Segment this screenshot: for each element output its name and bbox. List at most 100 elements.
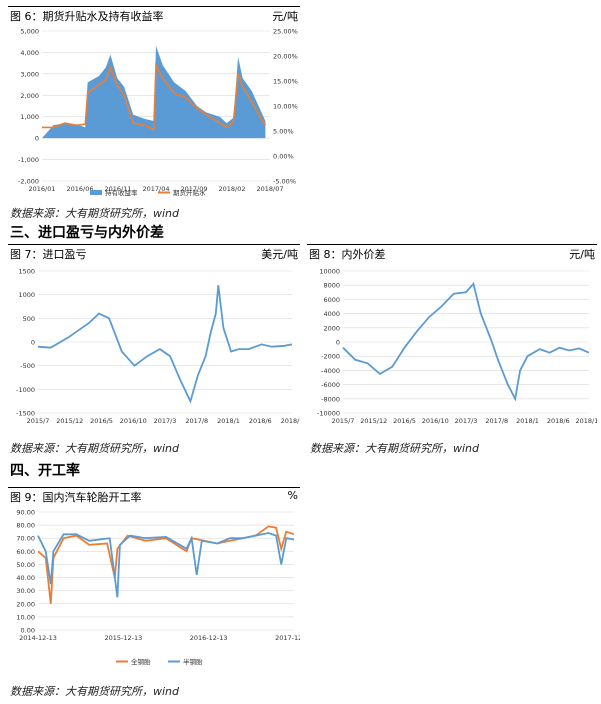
- fig8-chart: -10000 -8000 -6000 -4000 -2000 0 2000 4000 6000 8…: [317, 268, 597, 426]
- section-4-heading: 四、开工率: [10, 463, 80, 479]
- fig7-y-tick-label: -1000: [16, 386, 35, 394]
- fig8-y-tick-label: -8000: [321, 395, 340, 403]
- fig8-y-tick-label: -10000: [317, 410, 340, 418]
- fig9-y-tick-label: 70.00: [16, 535, 35, 543]
- fig6-y-tick-label: -1,000: [18, 156, 39, 164]
- fig8-y-tick-label: -6000: [321, 381, 340, 389]
- fig9-source: 数据来源：大有期货研究所，wind: [10, 685, 180, 698]
- fig8-line-series: [342, 281, 590, 402]
- section-3-heading: 三、进口盈亏与内外价差: [10, 225, 164, 241]
- fig7-title: 图 7：进口盈亏: [10, 248, 87, 261]
- fig6-chart: -2,000 -1,000 0 1,000 2,000 3,000 4,000 5,000 -5…: [18, 28, 298, 198]
- fig8-panel: 图 8：内外价差 元/吨 -10000 -8000 -6000 -4000 -2000 0…: [307, 244, 597, 433]
- fig6-line-series: [42, 62, 267, 131]
- fig6-y2-tick-label: 0.00%: [273, 153, 294, 161]
- fig9-y-tick-label: 0.00: [21, 627, 35, 635]
- fig7-y-tick-label: -1500: [16, 410, 35, 418]
- fig9-legend-label-2: 半钢胎: [183, 657, 203, 666]
- fig6-area-series: [42, 46, 266, 139]
- fig8-x-tick-label: 2015/7: [332, 417, 355, 425]
- fig6-legend-label-line: 期货升贴水: [173, 188, 206, 197]
- fig9-x-tick-label: 2015-12-13: [104, 634, 142, 642]
- fig9-line-series-1: [37, 525, 295, 604]
- fig6-y2-tick-label: 25.00%: [273, 28, 298, 36]
- fig6-y-tick-label: 1,000: [20, 113, 39, 121]
- fig8-x-tick-label: 2018/1: [516, 417, 539, 425]
- fig6-panel: 图 6：期货升贴水及持有收益率 元/吨 -2,000 -1,000 0 1,000 2,…: [8, 6, 300, 203]
- fig6-y-tick-label: -2,000: [18, 178, 39, 186]
- fig7-x-tick-label: 2016/5: [90, 417, 113, 425]
- fig7-x-tick-label: 2016/10: [120, 417, 147, 425]
- fig6-y2-tick-label: 20.00%: [273, 53, 298, 61]
- fig9-y-tick-label: 40.00: [16, 574, 35, 582]
- fig7-panel: 图 7：进口盈亏 美元/吨 -1500 -1000 -500 0 500 1000 1500…: [8, 244, 300, 433]
- fig9-x-tick-label: 2017-12-13: [275, 634, 300, 642]
- fig9-panel: 图 9：国内汽车轮胎开工率 % 0.00 10.00 20.00 30.00 40.00…: [8, 487, 300, 678]
- fig7-chart: -1500 -1000 -500 0 500 1000 1500 2015/7 2015/12 2…: [16, 268, 300, 426]
- fig8-y-tick-label: 8000: [323, 282, 340, 290]
- fig7-y-tick-label: -500: [20, 362, 35, 370]
- fig6-y-tick-label: 4,000: [20, 49, 39, 57]
- fig9-y-tick-label: 90.00: [16, 509, 35, 517]
- fig7-x-tick-label: 2018/1: [217, 417, 240, 425]
- fig8-title: 图 8：内外价差: [309, 248, 386, 261]
- fig6-y-tick-label: 3,000: [20, 70, 39, 78]
- fig7-line-series: [37, 285, 293, 404]
- fig9-chart: 0.00 10.00 20.00 30.00 40.00 50.00 60.00 70.00 8…: [16, 509, 300, 667]
- fig9-line-series-2: [37, 532, 295, 598]
- fig7-y-tick-label: 0: [31, 339, 35, 347]
- fig6-legend-swatch-area: [90, 190, 102, 195]
- fig9-x-tick-label: 2016-12-13: [190, 634, 228, 642]
- fig7-x-tick-label: 2015/12: [56, 417, 83, 425]
- fig6-x-tick-label: 2016/01: [28, 185, 55, 193]
- fig7-unit: 美元/吨: [261, 248, 298, 261]
- fig9-legend-label-1: 全钢胎: [131, 657, 151, 666]
- fig9-unit: %: [287, 489, 298, 502]
- fig9-y-tick-label: 30.00: [16, 587, 35, 595]
- fig8-x-tick-label: 2018/6: [547, 417, 570, 425]
- fig6-y-tick-label: 5,000: [20, 28, 39, 36]
- fig8-x-tick-label: 2016/10: [422, 417, 449, 425]
- fig7-y-tick-label: 1000: [18, 291, 35, 299]
- fig6-title: 图 6：期货升贴水及持有收益率: [10, 10, 164, 23]
- fig8-x-tick-label: 2017/8: [485, 417, 508, 425]
- fig6-y2-tick-label: 10.00%: [273, 103, 298, 111]
- fig8-y-tick-label: 4000: [323, 310, 340, 318]
- fig8-unit: 元/吨: [569, 248, 595, 261]
- fig6-x-tick-label: 2018/02: [218, 185, 245, 193]
- fig7-x-tick-label: 2015/7: [27, 417, 50, 425]
- fig8-x-tick-label: 2017/3: [455, 417, 478, 425]
- fig7-y-tick-label: 1500: [18, 268, 35, 276]
- fig6-y2-tick-label: 15.00%: [273, 78, 298, 86]
- fig9-y-tick-label: 80.00: [16, 522, 35, 530]
- fig7-x-tick-label: 2017/3: [154, 417, 177, 425]
- fig9-title: 图 9：国内汽车轮胎开工率: [10, 491, 142, 504]
- fig9-x-tick-label: 2014-12-13: [19, 634, 57, 642]
- fig8-y-tick-label: -4000: [321, 367, 340, 375]
- fig8-y-tick-label: 10000: [319, 268, 340, 276]
- fig9-y-tick-label: 10.00: [16, 613, 35, 621]
- fig6-y-tick-label: 0: [35, 135, 39, 143]
- fig8-x-tick-label: 2018/11: [575, 417, 597, 425]
- fig6-source: 数据来源：大有期货研究所，wind: [10, 207, 180, 220]
- fig7-y-tick-label: 500: [23, 315, 35, 323]
- fig8-y-tick-label: 0: [336, 339, 340, 347]
- fig8-x-tick-label: 2016/5: [393, 417, 416, 425]
- fig6-x-tick-label: 2016/11: [104, 185, 131, 193]
- fig6-x-tick-label: 2017/04: [142, 185, 169, 193]
- fig6-y2-tick-label: 5.00%: [273, 128, 294, 136]
- fig6-x-tick-label: 2018/07: [256, 185, 283, 193]
- fig9-y-tick-label: 50.00: [16, 561, 35, 569]
- fig6-x-tick-label: 2016/06: [66, 185, 93, 193]
- fig7-x-tick-label: 2017/8: [185, 417, 208, 425]
- fig8-x-tick-label: 2015/12: [360, 417, 387, 425]
- fig7-x-tick-label: 2018/1: [281, 417, 300, 425]
- fig9-y-tick-label: 20.00: [16, 600, 35, 608]
- fig8-y-tick-label: 6000: [323, 296, 340, 304]
- fig8-y-tick-label: -2000: [321, 353, 340, 361]
- fig8-source: 数据来源：大有期货研究所，wind: [310, 442, 480, 455]
- fig6-x-tick-label: 2017/09: [180, 185, 207, 193]
- fig9-y-tick-label: 60.00: [16, 548, 35, 556]
- fig7-source: 数据来源：大有期货研究所，wind: [10, 442, 180, 455]
- fig6-y2-tick-label: -5.00%: [273, 178, 296, 186]
